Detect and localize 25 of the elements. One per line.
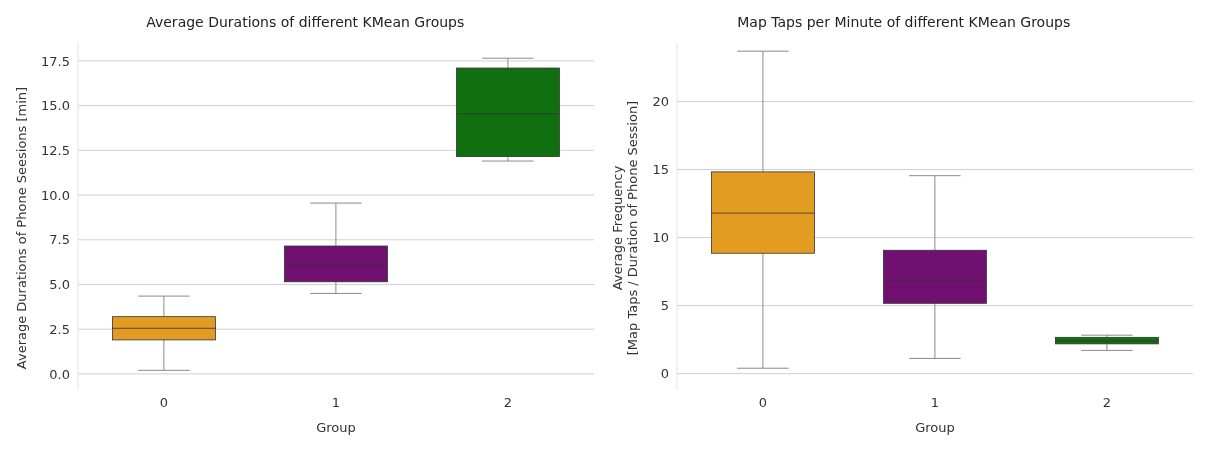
x-axis-title: Group xyxy=(914,420,955,435)
chart-title: Map Taps per Minute of different KMean Groups xyxy=(736,14,1072,30)
y-tick-label: 5.0 xyxy=(49,277,70,293)
y-tick-label: 15 xyxy=(651,162,669,178)
y-axis-title: Average Durations of Phone Seesions [min] xyxy=(14,86,29,370)
chart-title: Average Durations of different KMean Groups xyxy=(145,14,466,30)
x-tick-label: 1 xyxy=(930,395,939,411)
y-tick-label: 10 xyxy=(651,230,669,246)
x-tick-label: 1 xyxy=(331,395,341,411)
y-tick-label: 10.0 xyxy=(41,187,70,203)
x-tick-label: 0 xyxy=(159,395,169,411)
y-tick-label: 12.5 xyxy=(41,142,70,158)
y-tick-label: 5 xyxy=(660,298,669,314)
y-tick-label: 2.5 xyxy=(49,321,70,337)
x-axis-title: Group xyxy=(316,420,356,435)
y-tick-label: 0.0 xyxy=(49,366,70,382)
x-tick-label: 2 xyxy=(503,395,513,411)
y-tick-label: 15.0 xyxy=(41,98,70,114)
y-tick-label: 7.5 xyxy=(49,232,70,248)
y-tick-label: 17.5 xyxy=(41,53,70,69)
x-tick-label: 0 xyxy=(758,395,767,411)
y-tick-label: 0 xyxy=(660,366,669,382)
x-tick-label: 2 xyxy=(1102,395,1111,411)
y-axis-title: Average Frequency [Map Taps / Duration of Phone Session] xyxy=(609,100,640,356)
y-tick-label: 20 xyxy=(651,94,669,110)
